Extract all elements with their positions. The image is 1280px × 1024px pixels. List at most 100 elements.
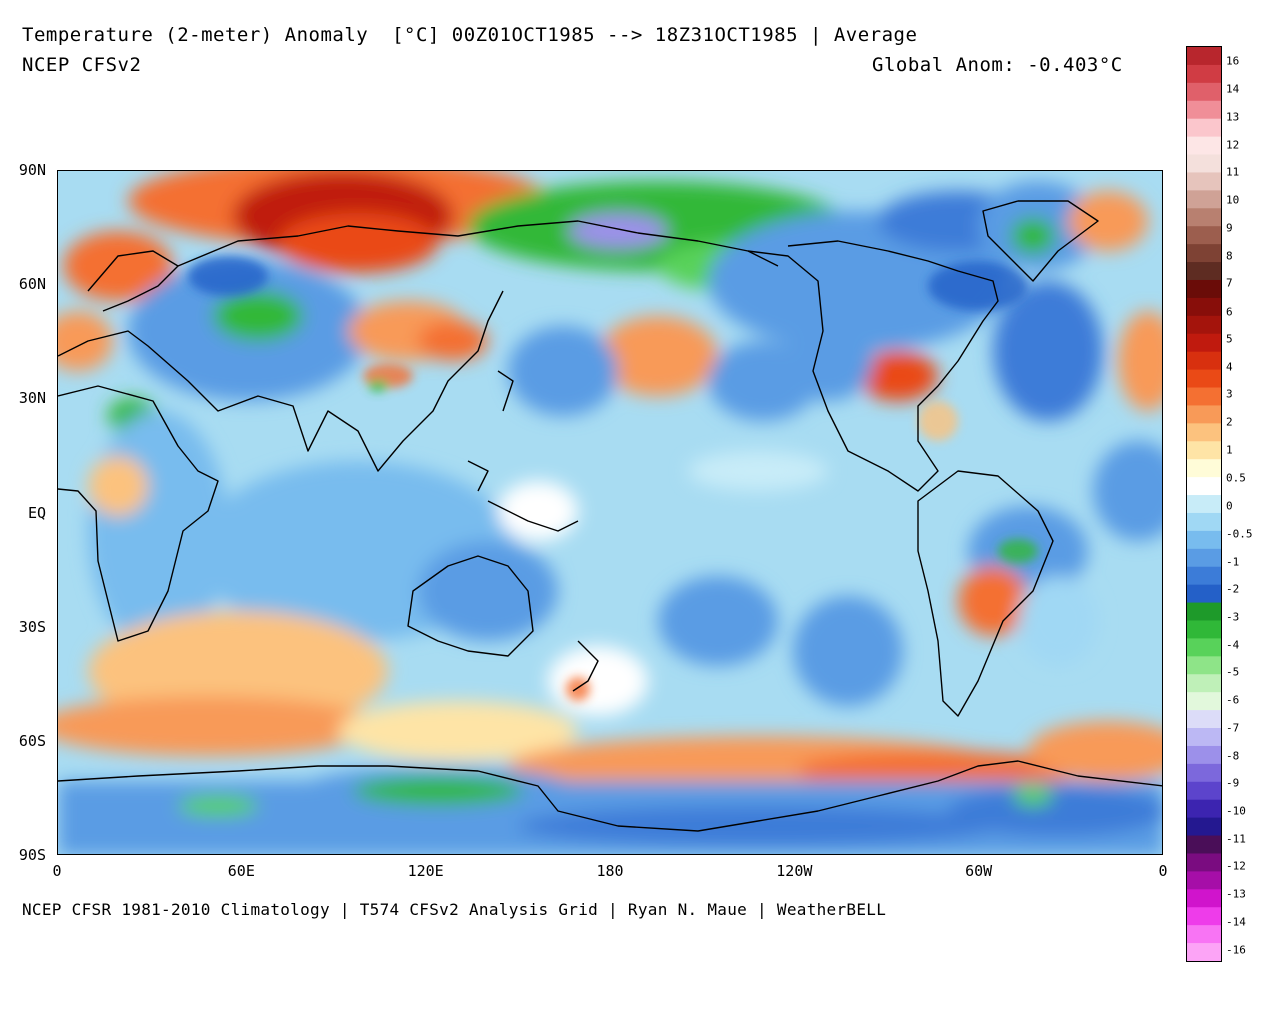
lon-label: 0 bbox=[1158, 862, 1168, 880]
lon-label: 120W bbox=[776, 862, 813, 880]
lat-label: 60S bbox=[18, 731, 46, 750]
colorbar-tick-label: -5 bbox=[1226, 665, 1240, 679]
colorbar-swatch bbox=[1187, 602, 1221, 621]
colorbar-swatch bbox=[1187, 656, 1221, 675]
colorbar-tick-label: -10 bbox=[1226, 804, 1246, 818]
colorbar-swatch bbox=[1187, 279, 1221, 299]
colorbar-swatch bbox=[1187, 172, 1221, 191]
colorbar-tick-label: 4 bbox=[1226, 360, 1233, 374]
colorbar-tick-label: 1 bbox=[1226, 443, 1233, 457]
map-title: Temperature (2-meter) Anomaly [°C] 00Z01… bbox=[22, 24, 918, 46]
colorbar-swatch bbox=[1187, 728, 1221, 747]
colorbar-tick-label: -11 bbox=[1226, 832, 1246, 846]
colorbar-tick-label: 11 bbox=[1226, 165, 1240, 179]
colorbar-tick-label: -7 bbox=[1226, 721, 1240, 735]
colorbar-swatch bbox=[1187, 781, 1221, 801]
lon-label: 60W bbox=[965, 862, 993, 880]
colorbar-swatch bbox=[1187, 154, 1221, 173]
colorbar-swatch bbox=[1187, 548, 1221, 568]
colorbar-swatch bbox=[1187, 226, 1221, 245]
colorbar-swatch bbox=[1187, 674, 1221, 693]
anomaly-field bbox=[58, 171, 1162, 854]
lat-label: 30N bbox=[18, 389, 46, 408]
colorbar-tick-label: 0.5 bbox=[1226, 471, 1246, 485]
colorbar-tick-label: -12 bbox=[1226, 859, 1246, 873]
colorbar-swatch bbox=[1187, 351, 1221, 371]
lon-label: 120E bbox=[407, 862, 444, 880]
colorbar-tick-label: -13 bbox=[1226, 887, 1246, 901]
colorbar-swatch bbox=[1187, 817, 1221, 837]
colorbar-swatch bbox=[1187, 853, 1221, 872]
colorbar-tick-label: 13 bbox=[1226, 110, 1240, 124]
colorbar-swatch bbox=[1187, 871, 1221, 890]
colorbar-swatch bbox=[1187, 907, 1221, 926]
colorbar-swatch bbox=[1187, 64, 1221, 84]
colorbar-swatch bbox=[1187, 566, 1221, 586]
colorbar-swatch bbox=[1187, 459, 1221, 478]
colorbar-swatch bbox=[1187, 136, 1221, 156]
model-name: NCEP CFSv2 bbox=[22, 54, 142, 76]
colorbar-swatch bbox=[1187, 692, 1221, 711]
colorbar-swatch bbox=[1187, 638, 1221, 657]
colorbar-swatch bbox=[1187, 925, 1221, 944]
colorbar-swatch bbox=[1187, 118, 1221, 138]
colorbar-swatch bbox=[1187, 441, 1221, 460]
lat-label: 30S bbox=[18, 617, 46, 636]
colorbar-swatch bbox=[1187, 47, 1221, 66]
lat-label: 60N bbox=[18, 275, 46, 294]
colorbar-swatch bbox=[1187, 262, 1221, 281]
colorbar-tick-label: 6 bbox=[1226, 305, 1233, 319]
colorbar-swatch bbox=[1187, 405, 1221, 424]
colorbar-tick-label: -14 bbox=[1226, 915, 1246, 929]
colorbar-tick-label: -8 bbox=[1226, 749, 1240, 763]
colorbar-tick-label: -16 bbox=[1226, 943, 1246, 957]
lat-label: 90N bbox=[18, 161, 46, 179]
colorbar-swatch bbox=[1187, 423, 1221, 442]
colorbar-tick-label: 10 bbox=[1226, 193, 1240, 207]
colorbar-swatch bbox=[1187, 315, 1221, 335]
global-anomaly: Global Anom: -0.403°C bbox=[872, 54, 1123, 76]
colorbar-tick-label: -1 bbox=[1226, 555, 1240, 569]
colorbar-swatch bbox=[1187, 943, 1221, 962]
colorbar-swatch bbox=[1187, 82, 1221, 102]
colorbar-swatch bbox=[1187, 835, 1221, 854]
colorbar-tick-label: -4 bbox=[1226, 638, 1240, 652]
colorbar-tick-label: 5 bbox=[1226, 332, 1233, 346]
credits-footer: NCEP CFSR 1981-2010 Climatology | T574 C… bbox=[22, 900, 887, 919]
anomaly-map bbox=[57, 170, 1163, 855]
colorbar-tick-label: 2 bbox=[1226, 415, 1233, 429]
colorbar-swatch bbox=[1187, 100, 1221, 120]
lon-label: 0 bbox=[52, 862, 62, 880]
colorbar-swatch bbox=[1187, 584, 1221, 604]
lat-label: EQ bbox=[27, 503, 46, 522]
colorbar-tick-label: 7 bbox=[1226, 276, 1233, 290]
colorbar-tick-label: 9 bbox=[1226, 221, 1233, 235]
colorbar-swatch bbox=[1187, 889, 1221, 908]
colorbar-tick-label: -3 bbox=[1226, 610, 1240, 624]
coastlines bbox=[58, 200, 1162, 832]
colorbar-tick-label: 0 bbox=[1226, 499, 1233, 513]
colorbar-tick-label: 14 bbox=[1226, 82, 1240, 96]
lat-label: 90S bbox=[18, 846, 46, 864]
colorbar-tick-label: 3 bbox=[1226, 387, 1233, 401]
colorbar-tick-label: 8 bbox=[1226, 249, 1233, 263]
colorbar-tick-label: -0.5 bbox=[1226, 527, 1253, 541]
colorbar-tick-label: -2 bbox=[1226, 582, 1240, 596]
colorbar-swatch bbox=[1187, 387, 1221, 406]
colorbar-swatch bbox=[1187, 190, 1221, 209]
colorbar-swatch bbox=[1187, 208, 1221, 227]
colorbar-tick-label: 16 bbox=[1226, 54, 1240, 68]
colorbar-swatch bbox=[1187, 745, 1221, 765]
colorbar-swatch bbox=[1187, 710, 1221, 729]
colorbar-swatch bbox=[1187, 333, 1221, 353]
colorbar-swatch bbox=[1187, 297, 1221, 317]
colorbar-swatch bbox=[1187, 799, 1221, 819]
colorbar-swatch bbox=[1187, 763, 1221, 783]
colorbar-swatch bbox=[1187, 477, 1221, 496]
lon-label: 60E bbox=[227, 862, 255, 880]
colorbar bbox=[1186, 46, 1222, 962]
colorbar-swatch bbox=[1187, 620, 1221, 639]
colorbar-tick-label: 12 bbox=[1226, 138, 1240, 152]
colorbar-swatch bbox=[1187, 244, 1221, 263]
colorbar-swatch bbox=[1187, 495, 1221, 514]
